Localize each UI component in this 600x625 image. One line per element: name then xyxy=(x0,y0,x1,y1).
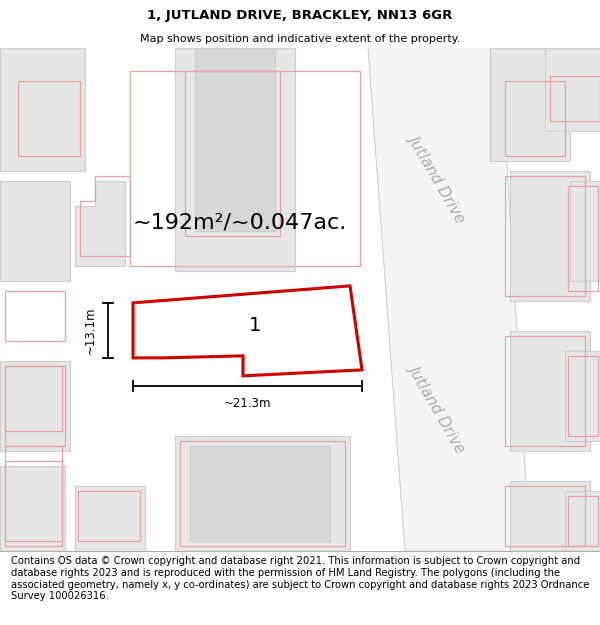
Polygon shape xyxy=(133,286,362,376)
Polygon shape xyxy=(0,361,70,451)
Polygon shape xyxy=(190,446,330,541)
Text: ~21.3m: ~21.3m xyxy=(224,398,271,411)
Polygon shape xyxy=(510,171,590,301)
Polygon shape xyxy=(510,481,590,551)
Text: 1, JUTLAND DRIVE, BRACKLEY, NN13 6GR: 1, JUTLAND DRIVE, BRACKLEY, NN13 6GR xyxy=(148,9,452,22)
Polygon shape xyxy=(75,486,145,551)
Polygon shape xyxy=(0,181,70,281)
Polygon shape xyxy=(570,181,600,281)
Text: ~192m²/~0.047ac.: ~192m²/~0.047ac. xyxy=(133,213,347,233)
Polygon shape xyxy=(0,466,65,551)
Text: Jutland Drive: Jutland Drive xyxy=(407,361,469,454)
Polygon shape xyxy=(545,48,600,131)
Text: ~13.1m: ~13.1m xyxy=(83,307,97,354)
Polygon shape xyxy=(175,436,350,551)
Polygon shape xyxy=(490,48,570,161)
Text: Map shows position and indicative extent of the property.: Map shows position and indicative extent… xyxy=(140,34,460,44)
Polygon shape xyxy=(175,48,295,271)
Polygon shape xyxy=(510,331,590,451)
Polygon shape xyxy=(368,48,530,551)
Polygon shape xyxy=(195,48,275,231)
Polygon shape xyxy=(0,48,85,171)
Text: 1: 1 xyxy=(249,316,261,336)
Text: Contains OS data © Crown copyright and database right 2021. This information is : Contains OS data © Crown copyright and d… xyxy=(11,556,589,601)
Polygon shape xyxy=(75,181,125,266)
Polygon shape xyxy=(565,491,600,551)
Text: Jutland Drive: Jutland Drive xyxy=(407,131,469,224)
Polygon shape xyxy=(565,351,600,441)
